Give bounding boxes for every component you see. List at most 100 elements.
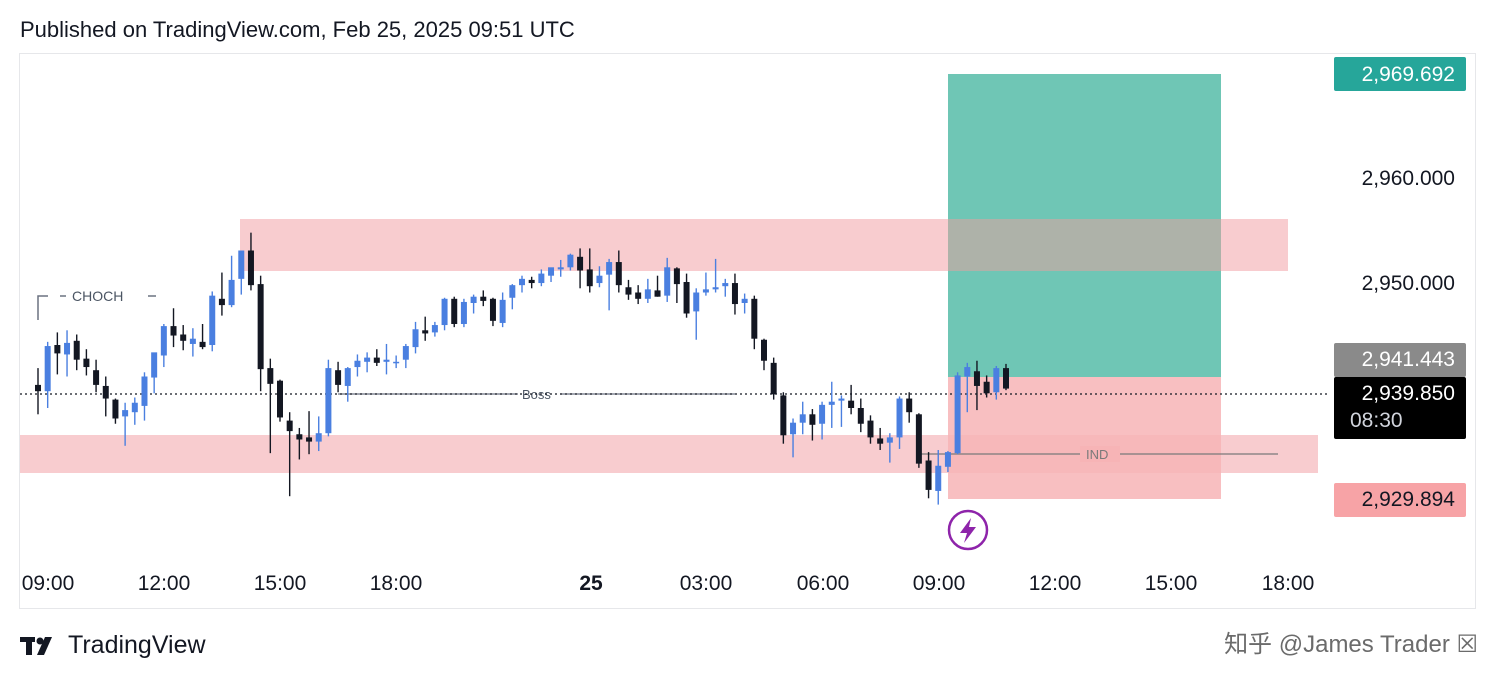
candle-body (586, 269, 593, 287)
bos-label-bg (518, 386, 560, 402)
candle (364, 352, 371, 373)
target-price-label: 2,969.692 (1362, 63, 1455, 86)
candle-body (83, 358, 90, 368)
candle-body (625, 287, 632, 295)
lightning-icon[interactable] (947, 509, 989, 551)
candle-body (983, 381, 990, 394)
ind-label: IND (1086, 447, 1108, 462)
candle-body (751, 298, 758, 339)
candle-body (790, 422, 797, 435)
candle (586, 248, 593, 293)
candle (983, 375, 990, 398)
candle (441, 297, 448, 331)
candle (625, 279, 632, 300)
candle (790, 418, 797, 458)
candle (354, 354, 361, 377)
candle-body (131, 402, 138, 413)
choch-label: CHOCH (72, 288, 123, 304)
candle-body (577, 256, 584, 271)
candle (54, 332, 61, 375)
candle-body (122, 410, 129, 417)
candle (761, 338, 767, 371)
x-tick-label-day: 25 (579, 572, 603, 595)
candle (470, 294, 477, 314)
candle (964, 362, 971, 413)
x-tick-label: 09:00 (913, 572, 966, 595)
candle (809, 409, 816, 441)
candle (538, 269, 545, 287)
candle-body (973, 371, 980, 386)
candle-body (373, 357, 380, 363)
candle-body (286, 420, 293, 432)
candle-body (654, 290, 661, 297)
candle-body (480, 296, 487, 301)
candle-body (857, 408, 864, 424)
candle (247, 232, 254, 291)
candle (44, 341, 51, 408)
candle (228, 255, 235, 308)
y-tick-label: 2,960.000 (1362, 167, 1455, 190)
candle (664, 257, 671, 302)
candle-body (964, 367, 971, 377)
candle (702, 272, 709, 296)
candle-body (247, 250, 254, 286)
current-price-label: 2,939.850 (1362, 382, 1455, 405)
candle-body (615, 262, 622, 286)
candle-body (838, 398, 845, 401)
candle-body (325, 368, 332, 434)
candle-body (925, 460, 932, 490)
candle (973, 360, 980, 411)
candle (112, 398, 119, 424)
candle-body (209, 295, 216, 345)
candle (935, 450, 942, 505)
candle (828, 381, 835, 428)
candle (83, 349, 90, 376)
candle-body (228, 279, 235, 306)
x-tick-label: 12:00 (138, 572, 191, 595)
loss-area[interactable] (948, 377, 1221, 499)
countdown-label: 08:30 (1350, 409, 1403, 432)
candle (189, 328, 196, 357)
candle-body (702, 289, 709, 293)
candle-body (393, 361, 400, 364)
candle (838, 395, 845, 427)
candle-body (460, 301, 467, 324)
candle-body (828, 401, 835, 405)
candle (683, 273, 690, 318)
candle (402, 343, 409, 369)
candle-body (344, 368, 351, 386)
candle-body (180, 334, 187, 341)
candle (886, 433, 893, 463)
candle (131, 397, 138, 425)
candle-body (848, 400, 855, 408)
candle (519, 275, 525, 293)
x-tick-label: 15:00 (254, 572, 307, 595)
candle (180, 325, 187, 351)
candle (141, 372, 148, 421)
tradingview-logo[interactable]: TradingView (20, 631, 206, 660)
candle-body (528, 279, 535, 284)
x-tick-label: 18:00 (1262, 572, 1315, 595)
candle-body (993, 368, 1000, 393)
candle (267, 358, 274, 454)
choch-line (37, 295, 48, 320)
candle (393, 355, 400, 369)
candle-body (54, 345, 61, 354)
candle (238, 250, 245, 295)
candle-body (431, 325, 438, 333)
candle-body (944, 452, 951, 467)
candle (335, 361, 342, 393)
entry-price-badge (1334, 343, 1466, 377)
candle (915, 413, 922, 468)
candle (615, 250, 622, 293)
candle-body (160, 326, 167, 356)
candle (489, 297, 496, 327)
candle-body (770, 362, 777, 395)
candle (867, 415, 874, 444)
candle (954, 372, 961, 455)
candle-body (935, 465, 942, 491)
candle-body (731, 283, 738, 305)
candle-body (44, 346, 51, 392)
candle-body (683, 282, 690, 314)
